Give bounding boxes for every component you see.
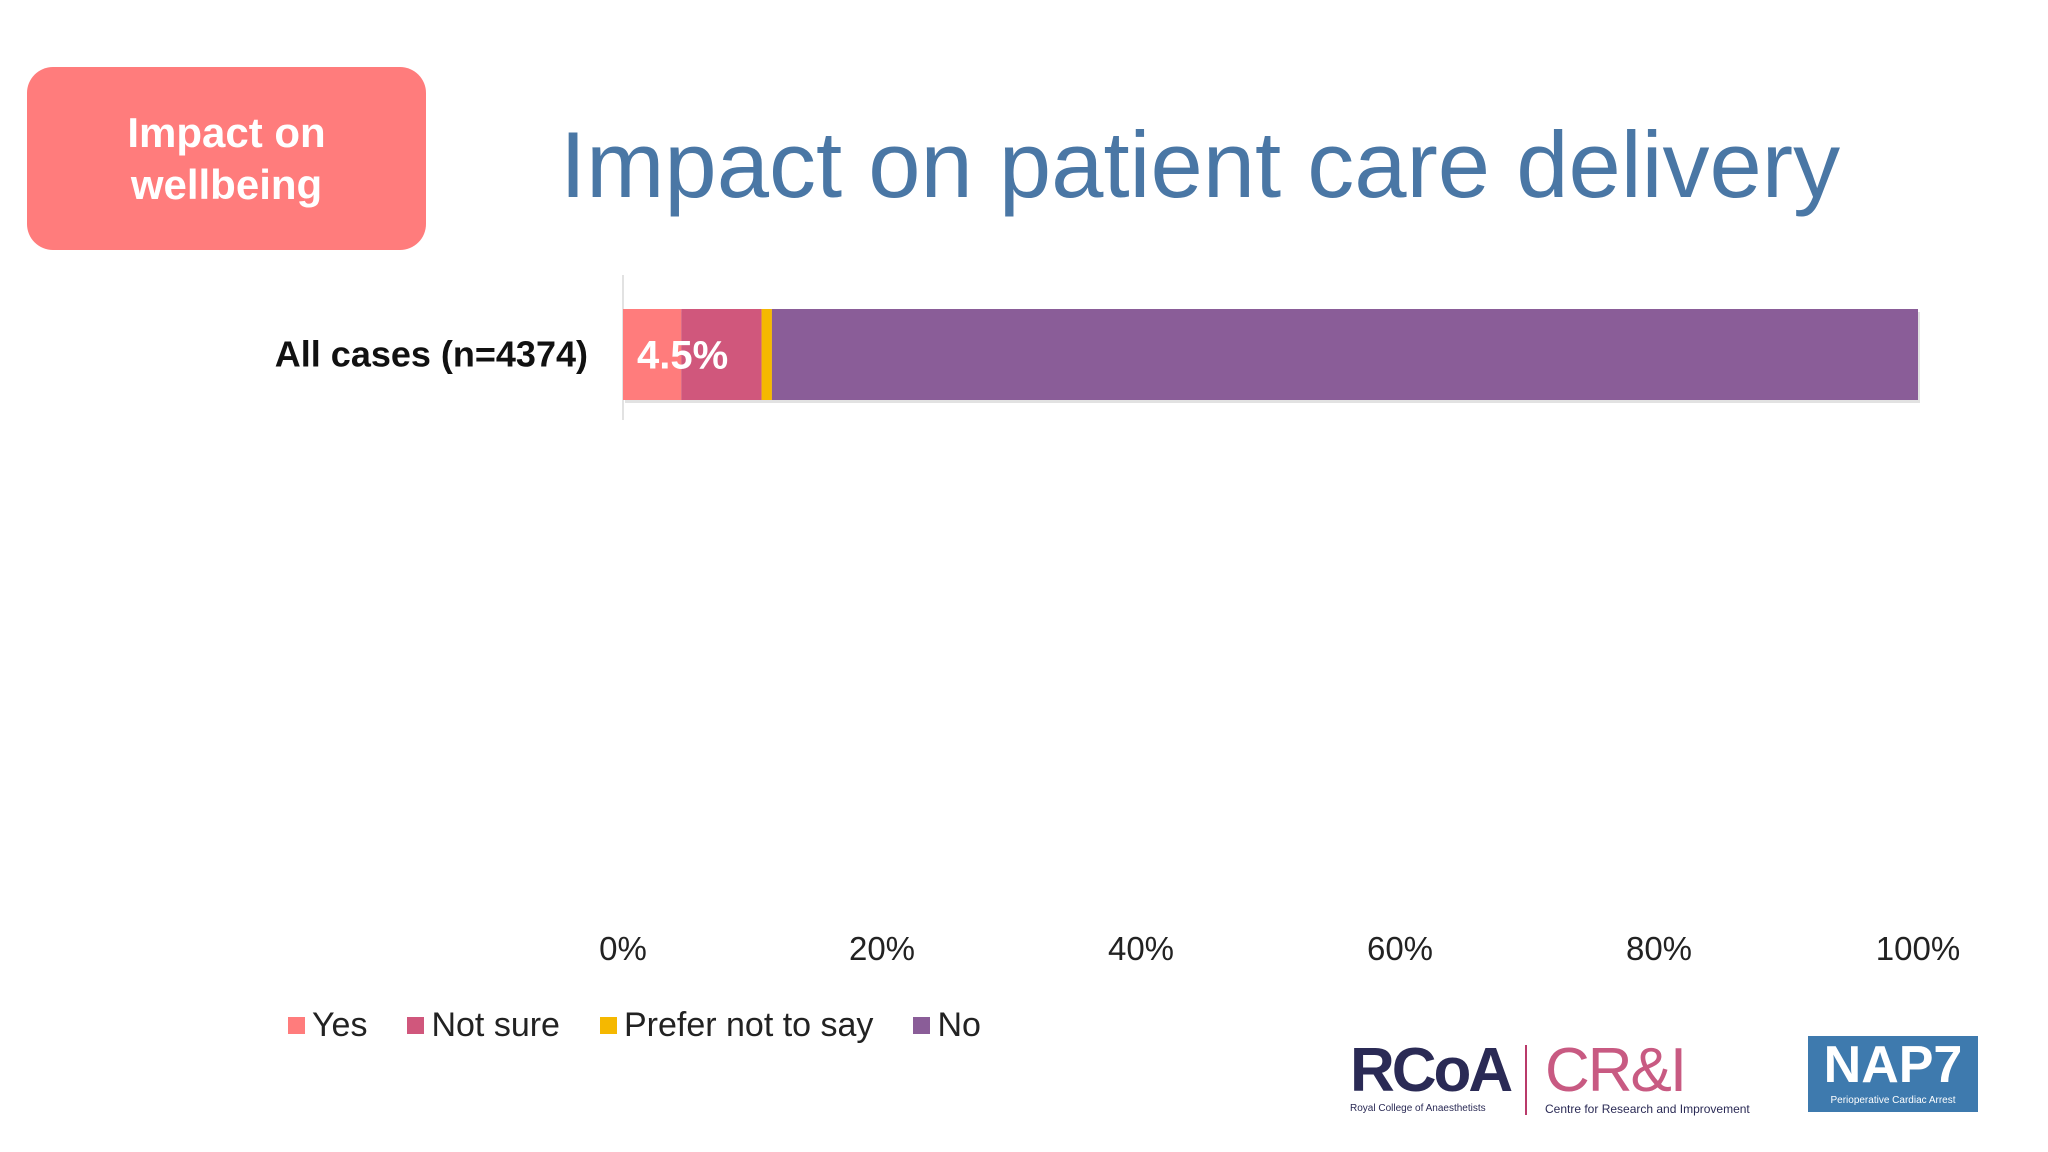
bar-segment-yes: [623, 309, 682, 400]
x-tick-label: 20%: [849, 930, 915, 967]
rcoa-logo-name: RCoA: [1350, 1036, 1513, 1105]
legend-swatch-yes: [288, 1017, 305, 1034]
legend-label-no: No: [937, 1006, 981, 1044]
rcoa-logo: RCoA Royal College of Anaesthetists: [1350, 1036, 1513, 1120]
legend-item-not-sure: Not sure: [407, 1006, 560, 1045]
section-badge-line2: wellbeing: [130, 160, 323, 208]
nap7-logo-caption: Perioperative Cardiac Arrest: [1830, 1095, 1956, 1106]
bar-segment-prefer-not-to-say: [761, 309, 772, 400]
section-badge-line1: Impact on: [127, 108, 326, 156]
x-tick-label: 60%: [1367, 930, 1433, 967]
legend-item-yes: Yes: [288, 1006, 367, 1045]
legend-swatch-not-sure: [407, 1017, 425, 1034]
cri-logo: CR&I Centre for Research and Improvement: [1545, 1040, 1785, 1120]
rcoa-logo-caption: Royal College of Anaesthetists: [1350, 1103, 1486, 1114]
legend-label-not-sure: Not sure: [431, 1006, 560, 1044]
data-label: 4.5%: [637, 334, 728, 378]
nap7-logo-name: NAP7: [1823, 1036, 1963, 1094]
legend-item-prefer-not-to-say: Prefer not to say: [599, 1006, 874, 1045]
slide-title: Impact on patient care delivery: [560, 112, 1841, 217]
chart-legend: Yes Not sure Prefer not to say No: [288, 1006, 1021, 1045]
cri-logo-caption: Centre for Research and Improvement: [1545, 1102, 1750, 1116]
x-tick-label: 80%: [1626, 930, 1692, 967]
legend-swatch-prefer-not-to-say: [599, 1017, 617, 1034]
logo-divider: [1525, 1045, 1527, 1115]
x-tick-label: 0%: [599, 930, 647, 967]
x-tick-label: 100%: [1876, 930, 1960, 967]
nap7-logo: NAP7 Perioperative Cardiac Arrest: [1808, 1036, 1978, 1112]
x-tick-label: 40%: [1108, 930, 1174, 967]
cri-logo-name: CR&I: [1545, 1036, 1687, 1105]
section-badge: Impact on wellbeing: [27, 67, 426, 250]
legend-label-yes: Yes: [312, 1006, 368, 1044]
category-label: All cases (n=4374): [275, 334, 588, 375]
legend-label-prefer-not-to-say: Prefer not to say: [623, 1006, 874, 1044]
legend-item-no: No: [913, 1006, 981, 1045]
bar-segment-not-sure: [681, 309, 762, 400]
bar-segment-no: [771, 309, 1918, 400]
footer-logos: RCoA Royal College of Anaesthetists CR&I…: [1350, 1036, 1990, 1120]
legend-swatch-no: [913, 1017, 931, 1034]
